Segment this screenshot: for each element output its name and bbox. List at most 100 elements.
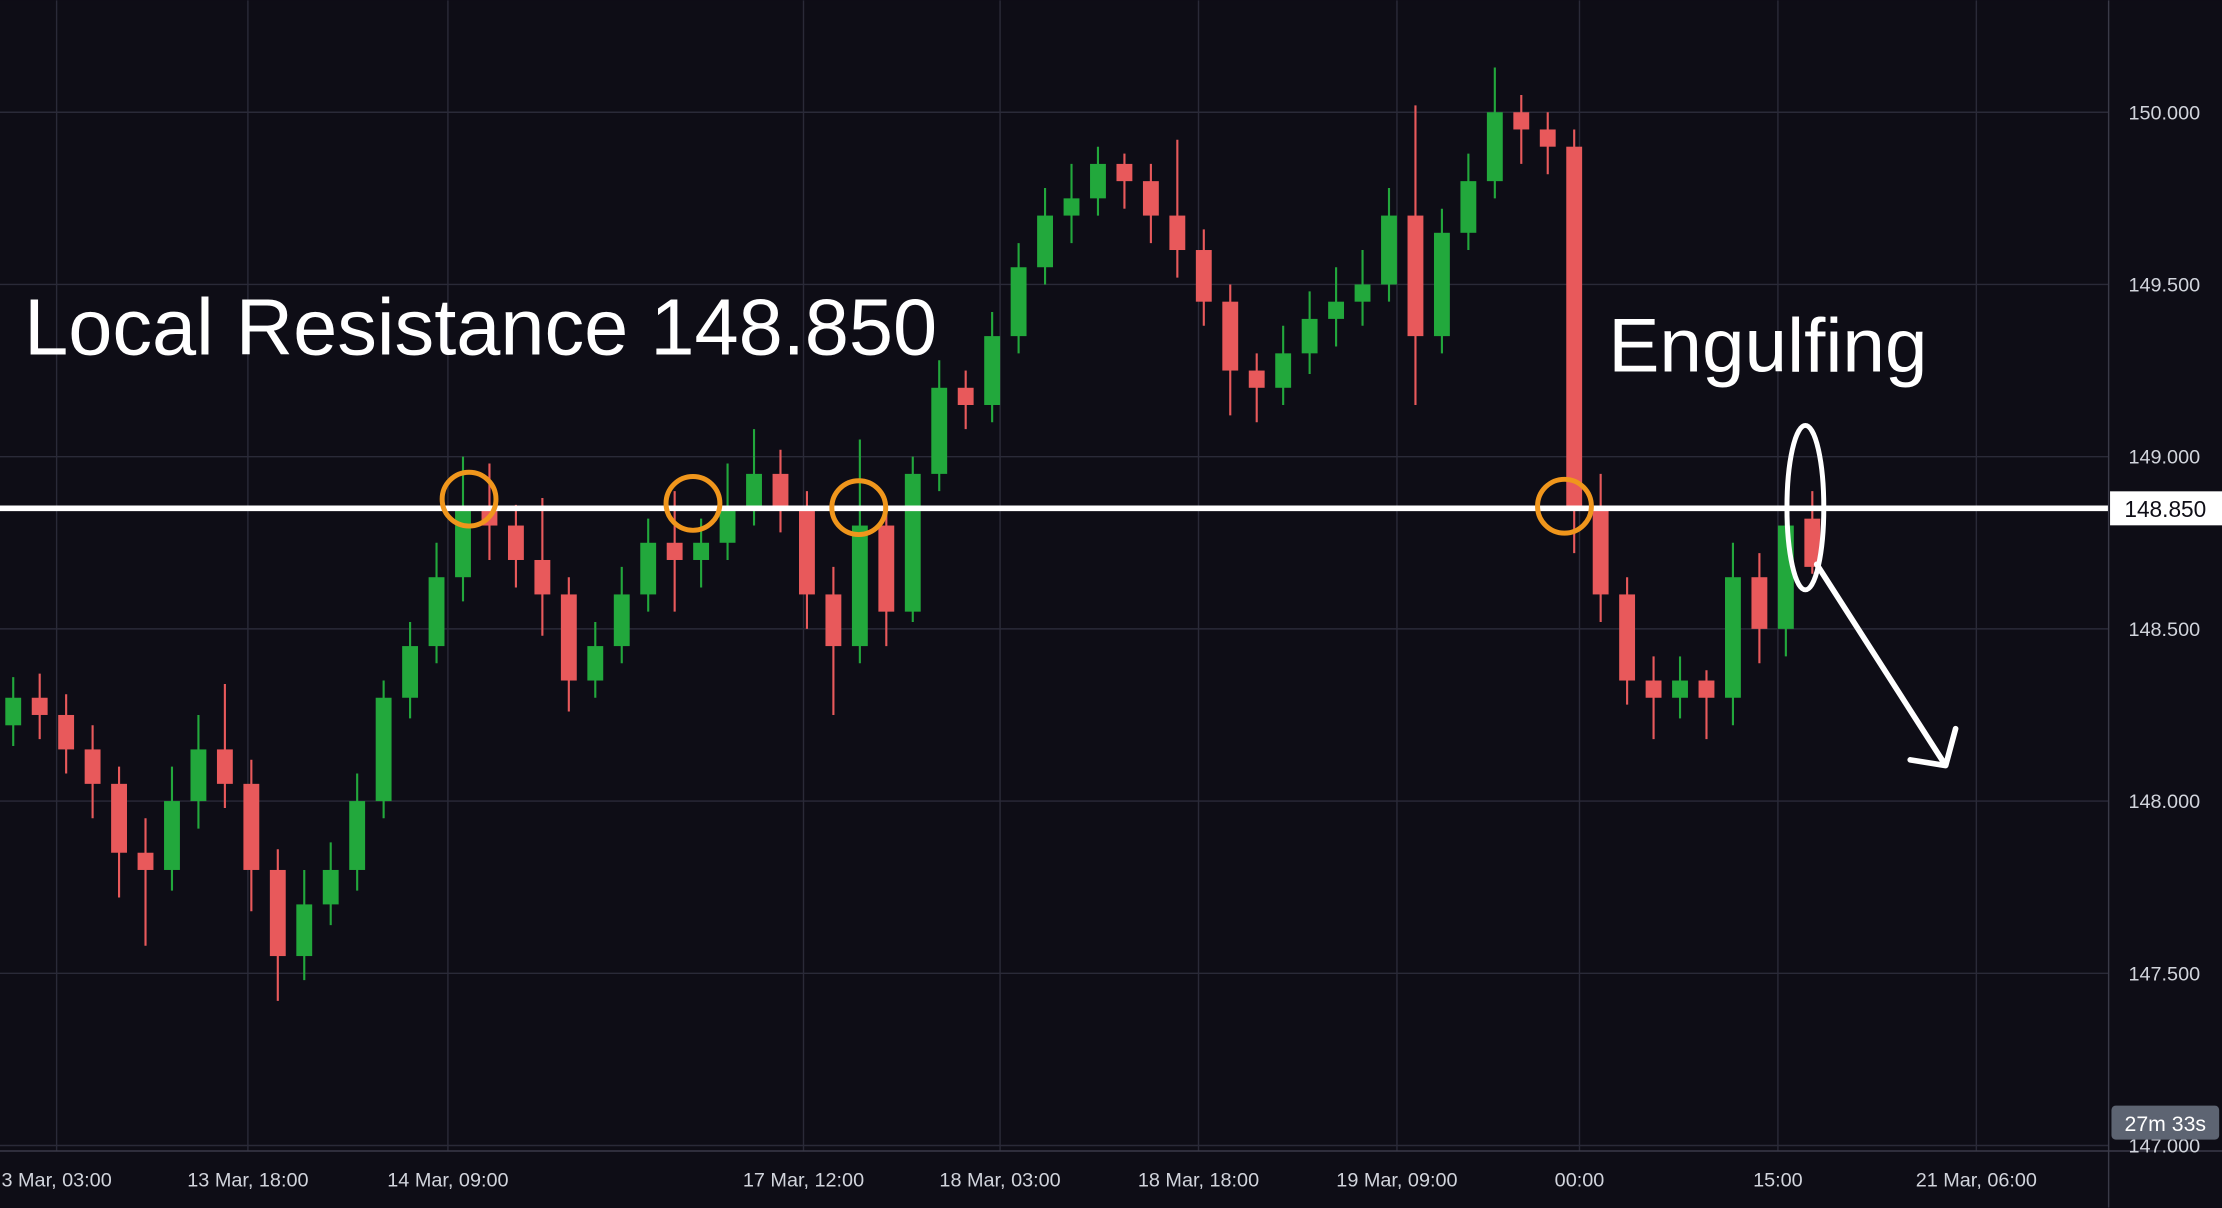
candle-body (1116, 163, 1133, 182)
candle-body (1460, 181, 1477, 233)
candle-body (216, 749, 233, 784)
candle-body (1672, 680, 1688, 698)
y-tick-label: 150.000 (2128, 102, 2200, 124)
x-tick-label: 00:00 (1555, 1169, 1605, 1191)
candle-body (1698, 680, 1715, 698)
candle-body (31, 697, 48, 715)
candle-body (851, 525, 868, 647)
candle-body (1513, 112, 1530, 130)
highlight-circle (663, 473, 723, 533)
highlight-circle (439, 469, 499, 529)
candle-body (1619, 594, 1636, 681)
highlight-circle (1535, 476, 1594, 536)
candle-body (1010, 267, 1027, 337)
candle-body (772, 473, 789, 509)
x-tick-label: 19 Mar, 09:00 (1336, 1169, 1457, 1191)
candle-body (799, 508, 815, 595)
candle-body (375, 697, 392, 802)
candle-body (137, 852, 154, 870)
candle-body (296, 904, 313, 957)
candle-body (1063, 198, 1080, 216)
candle-body (1222, 301, 1239, 371)
candle-body (1328, 301, 1345, 319)
candle-body (1539, 129, 1556, 147)
x-tick-label: 18 Mar, 03:00 (939, 1169, 1060, 1191)
candle-body (984, 336, 1001, 406)
overlay: Local Resistance 148.850 Engulfing (0, 283, 2109, 769)
candle-body (269, 869, 286, 957)
candle-body (455, 508, 471, 578)
candle-body (507, 525, 524, 560)
candle-body (957, 387, 974, 406)
candle-body (746, 473, 762, 509)
countdown: 27m 33s (2125, 1112, 2207, 1136)
candle-body (904, 473, 921, 612)
candle-body (58, 714, 75, 750)
candle-body (1777, 525, 1794, 629)
candle-body (1751, 577, 1768, 629)
candle-body (1804, 518, 1821, 567)
candle-body (190, 749, 207, 802)
candle-body (402, 646, 419, 698)
candle-body (1275, 353, 1292, 388)
y-tick-label: 149.000 (2128, 447, 2200, 469)
y-tick-label: 149.500 (2128, 275, 2200, 297)
x-tick-label: 3 Mar, 03:00 (2, 1169, 112, 1191)
x-tick-label: 18 Mar, 18:00 (1138, 1169, 1259, 1191)
candle-body (1566, 146, 1583, 509)
candle-body (1354, 284, 1371, 302)
annotation: Engulfing (1608, 304, 1927, 389)
x-tick-label: 13 Mar, 18:00 (187, 1169, 308, 1191)
candle-body (1592, 508, 1609, 595)
candle-body (164, 801, 180, 870)
candle-body (1142, 181, 1159, 216)
highlight-circle (829, 478, 889, 538)
y-tick-label: 147.000 (2128, 1136, 2200, 1158)
grid (0, 0, 2109, 1151)
candle-body (1090, 163, 1106, 199)
level-label-box (2110, 491, 2222, 526)
candle-body (640, 542, 657, 595)
candle-body (1645, 680, 1662, 698)
y-tick-label: 148.500 (2128, 619, 2200, 641)
candle-body (1248, 370, 1265, 388)
candle-body (1433, 232, 1450, 337)
candle-body (349, 801, 366, 870)
level-label: 148.850 (2124, 496, 2206, 522)
candle-body (534, 559, 551, 595)
candle-body (1169, 215, 1186, 251)
candle-body (878, 525, 895, 612)
candle-body (1195, 250, 1212, 302)
candle-body (5, 697, 22, 726)
candle-body (84, 749, 101, 784)
y-tick-label: 147.500 (2128, 963, 2200, 985)
countdown-box (2111, 1105, 2220, 1140)
candle-body (1725, 577, 1741, 698)
candle-body (111, 783, 127, 853)
candle-body (693, 542, 710, 560)
annotation: Local Resistance 148.850 (24, 283, 937, 372)
candle-body (243, 783, 260, 870)
x-tick-label: 14 Mar, 09:00 (387, 1169, 508, 1191)
candle-body (322, 869, 339, 905)
candle-body (1301, 318, 1318, 354)
candle-body (1407, 215, 1424, 337)
candle-body (560, 594, 577, 681)
candle-body (1381, 215, 1397, 285)
candle-body (1486, 112, 1503, 182)
candle-body (719, 508, 736, 543)
candle-body (666, 542, 683, 560)
candle-body (931, 387, 948, 474)
candle-body (1037, 215, 1053, 268)
candle-body (613, 594, 630, 647)
x-tick-label: 15:00 (1753, 1169, 1803, 1191)
x-tick-label: 21 Mar, 06:00 (1916, 1169, 2037, 1191)
candle-body (587, 646, 604, 681)
y-tick-label: 148.000 (2128, 791, 2200, 813)
candle-body (825, 594, 842, 647)
highlight-ellipse (1784, 422, 1827, 593)
